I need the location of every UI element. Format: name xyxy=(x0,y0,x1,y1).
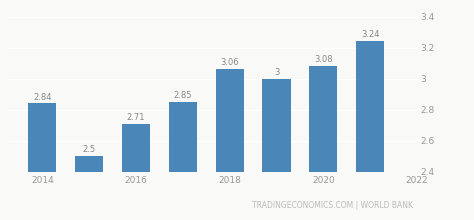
Bar xyxy=(216,69,244,172)
Bar xyxy=(310,66,337,172)
Bar xyxy=(28,103,56,172)
Text: 2.84: 2.84 xyxy=(33,93,52,101)
Text: 3.06: 3.06 xyxy=(220,58,239,67)
Text: 2.85: 2.85 xyxy=(173,91,192,100)
Bar xyxy=(169,102,197,172)
Text: TRADINGECONOMICS.COM | WORLD BANK: TRADINGECONOMICS.COM | WORLD BANK xyxy=(252,201,413,210)
Bar xyxy=(75,156,103,172)
Bar xyxy=(356,41,384,172)
Text: 2.5: 2.5 xyxy=(82,145,96,154)
Bar xyxy=(122,124,150,172)
Text: 3.08: 3.08 xyxy=(314,55,333,64)
Text: 3: 3 xyxy=(274,68,279,77)
Text: 2.71: 2.71 xyxy=(127,113,145,122)
Text: 3.24: 3.24 xyxy=(361,31,380,40)
Bar xyxy=(263,79,291,172)
